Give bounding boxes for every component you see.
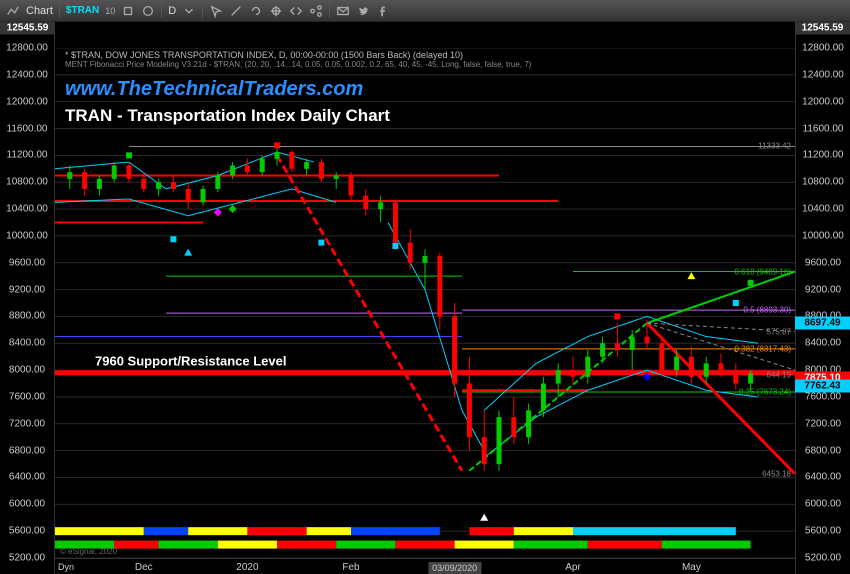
- separator: [329, 4, 330, 18]
- y-tick: 6400.00: [0, 472, 54, 483]
- y-tick: 8400.00: [0, 338, 54, 349]
- y-tick: 10800.00: [796, 177, 850, 188]
- y-tick: 6800.00: [0, 445, 54, 456]
- code-icon[interactable]: [289, 4, 303, 18]
- toolbar: [209, 4, 323, 18]
- y-tick: 10400.00: [796, 204, 850, 215]
- twitter-icon[interactable]: [356, 4, 370, 18]
- x-tick: Apr: [565, 562, 581, 573]
- y-tick: 11200.00: [796, 150, 850, 161]
- y-tick: 12400.00: [796, 69, 850, 80]
- price-tag: 8697.49: [795, 317, 850, 330]
- fib-label: 0.5 (8893.30): [743, 306, 791, 315]
- fib-label: 575.87: [767, 327, 791, 336]
- fib-label: 0.618 (9469.16): [735, 267, 792, 276]
- y-tick: 8400.00: [796, 338, 850, 349]
- interval-text[interactable]: D: [168, 5, 176, 17]
- fib-label: 0.382 (8317.43): [735, 344, 792, 353]
- x-tick: May: [682, 562, 701, 573]
- fib-label: 11333.42: [758, 142, 791, 151]
- settings-icon[interactable]: [141, 4, 155, 18]
- y-tick: 7600.00: [0, 391, 54, 402]
- price-tag: 7762.43: [795, 380, 850, 393]
- y-tick: 9200.00: [0, 284, 54, 295]
- plot-svg: [55, 48, 795, 558]
- y-tick: 5200.00: [0, 553, 54, 564]
- x-axis: Dec2020FebMaAprMay: [55, 558, 795, 574]
- x-tick: Dec: [135, 562, 153, 573]
- y-tick: 10000.00: [796, 230, 850, 241]
- link-icon[interactable]: [121, 4, 135, 18]
- y-tick: 10400.00: [0, 204, 54, 215]
- fib-label: 644.19: [767, 371, 791, 380]
- y-tick: 11600.00: [796, 123, 850, 134]
- y-tick: 12400.00: [0, 69, 54, 80]
- support-label: 7960 Support/Resistance Level: [95, 353, 286, 368]
- y-tick: 11200.00: [0, 150, 54, 161]
- y-tick: 7200.00: [796, 418, 850, 429]
- symbol-badge: 10: [105, 6, 115, 16]
- y-tick: 5600.00: [0, 526, 54, 537]
- x-tick: 2020: [236, 562, 258, 573]
- fib-label: 0.25 (7673.24): [739, 388, 791, 397]
- target-icon[interactable]: [269, 4, 283, 18]
- symbol-text[interactable]: $TRAN: [66, 5, 99, 16]
- cursor-icon[interactable]: [209, 4, 223, 18]
- separator: [202, 4, 203, 18]
- y-tick: 6000.00: [0, 499, 54, 510]
- dropdown-icon[interactable]: [182, 4, 196, 18]
- y-tick: 10800.00: [0, 177, 54, 188]
- chart-area[interactable]: 12545.59 12545.59 5200.005600.006000.006…: [0, 22, 850, 574]
- y-tick: 10000.00: [0, 230, 54, 241]
- refresh-icon[interactable]: [249, 4, 263, 18]
- y-tick: 5600.00: [796, 526, 850, 537]
- y-tick: 11600.00: [0, 123, 54, 134]
- y-axis-right: 5200.00 5600.00 6000.00 6400.00 6800.00 7200.…: [795, 22, 850, 574]
- share-icon[interactable]: [309, 4, 323, 18]
- y-tick: 9200.00: [796, 284, 850, 295]
- titlebar: Chart $TRAN 10 D: [0, 0, 850, 22]
- y-tick: 8000.00: [0, 365, 54, 376]
- y-tick: 6800.00: [796, 445, 850, 456]
- mail-icon[interactable]: [336, 4, 350, 18]
- y-tick: 12000.00: [796, 96, 850, 107]
- y-tick: 12800.00: [0, 43, 54, 54]
- plot-area[interactable]: * $TRAN, DOW JONES TRANSPORTATION INDEX,…: [55, 48, 795, 558]
- y-tick: 7600.00: [796, 391, 850, 402]
- date-cursor: 03/09/2020: [428, 562, 481, 574]
- separator: [161, 4, 162, 18]
- y-tick: 6000.00: [796, 499, 850, 510]
- y-axis-left: 5200.00 5600.00 6000.00 6400.00 6800.00 7200.…: [0, 22, 55, 574]
- y-tick: 6400.00: [796, 472, 850, 483]
- y-tick: 8800.00: [0, 311, 54, 322]
- y-tick: 9600.00: [0, 257, 54, 268]
- dyn-label: Dyn: [58, 562, 74, 572]
- chart-window: Chart $TRAN 10 D 12545.59 12545.59 5200.…: [0, 0, 850, 574]
- draw-icon[interactable]: [229, 4, 243, 18]
- separator: [59, 4, 60, 18]
- fib-label: 6453.18: [762, 469, 791, 478]
- y-tick: 12800.00: [796, 43, 850, 54]
- y-tick: 9600.00: [796, 257, 850, 268]
- copyright: © eSignal, 2020: [60, 547, 117, 556]
- y-tick: 5200.00: [796, 553, 850, 564]
- chart-icon: [6, 4, 20, 18]
- facebook-icon[interactable]: [376, 4, 390, 18]
- y-tick: 12000.00: [0, 96, 54, 107]
- window-title: Chart: [26, 5, 53, 17]
- x-tick: Feb: [342, 562, 359, 573]
- y-tick: 7200.00: [0, 418, 54, 429]
